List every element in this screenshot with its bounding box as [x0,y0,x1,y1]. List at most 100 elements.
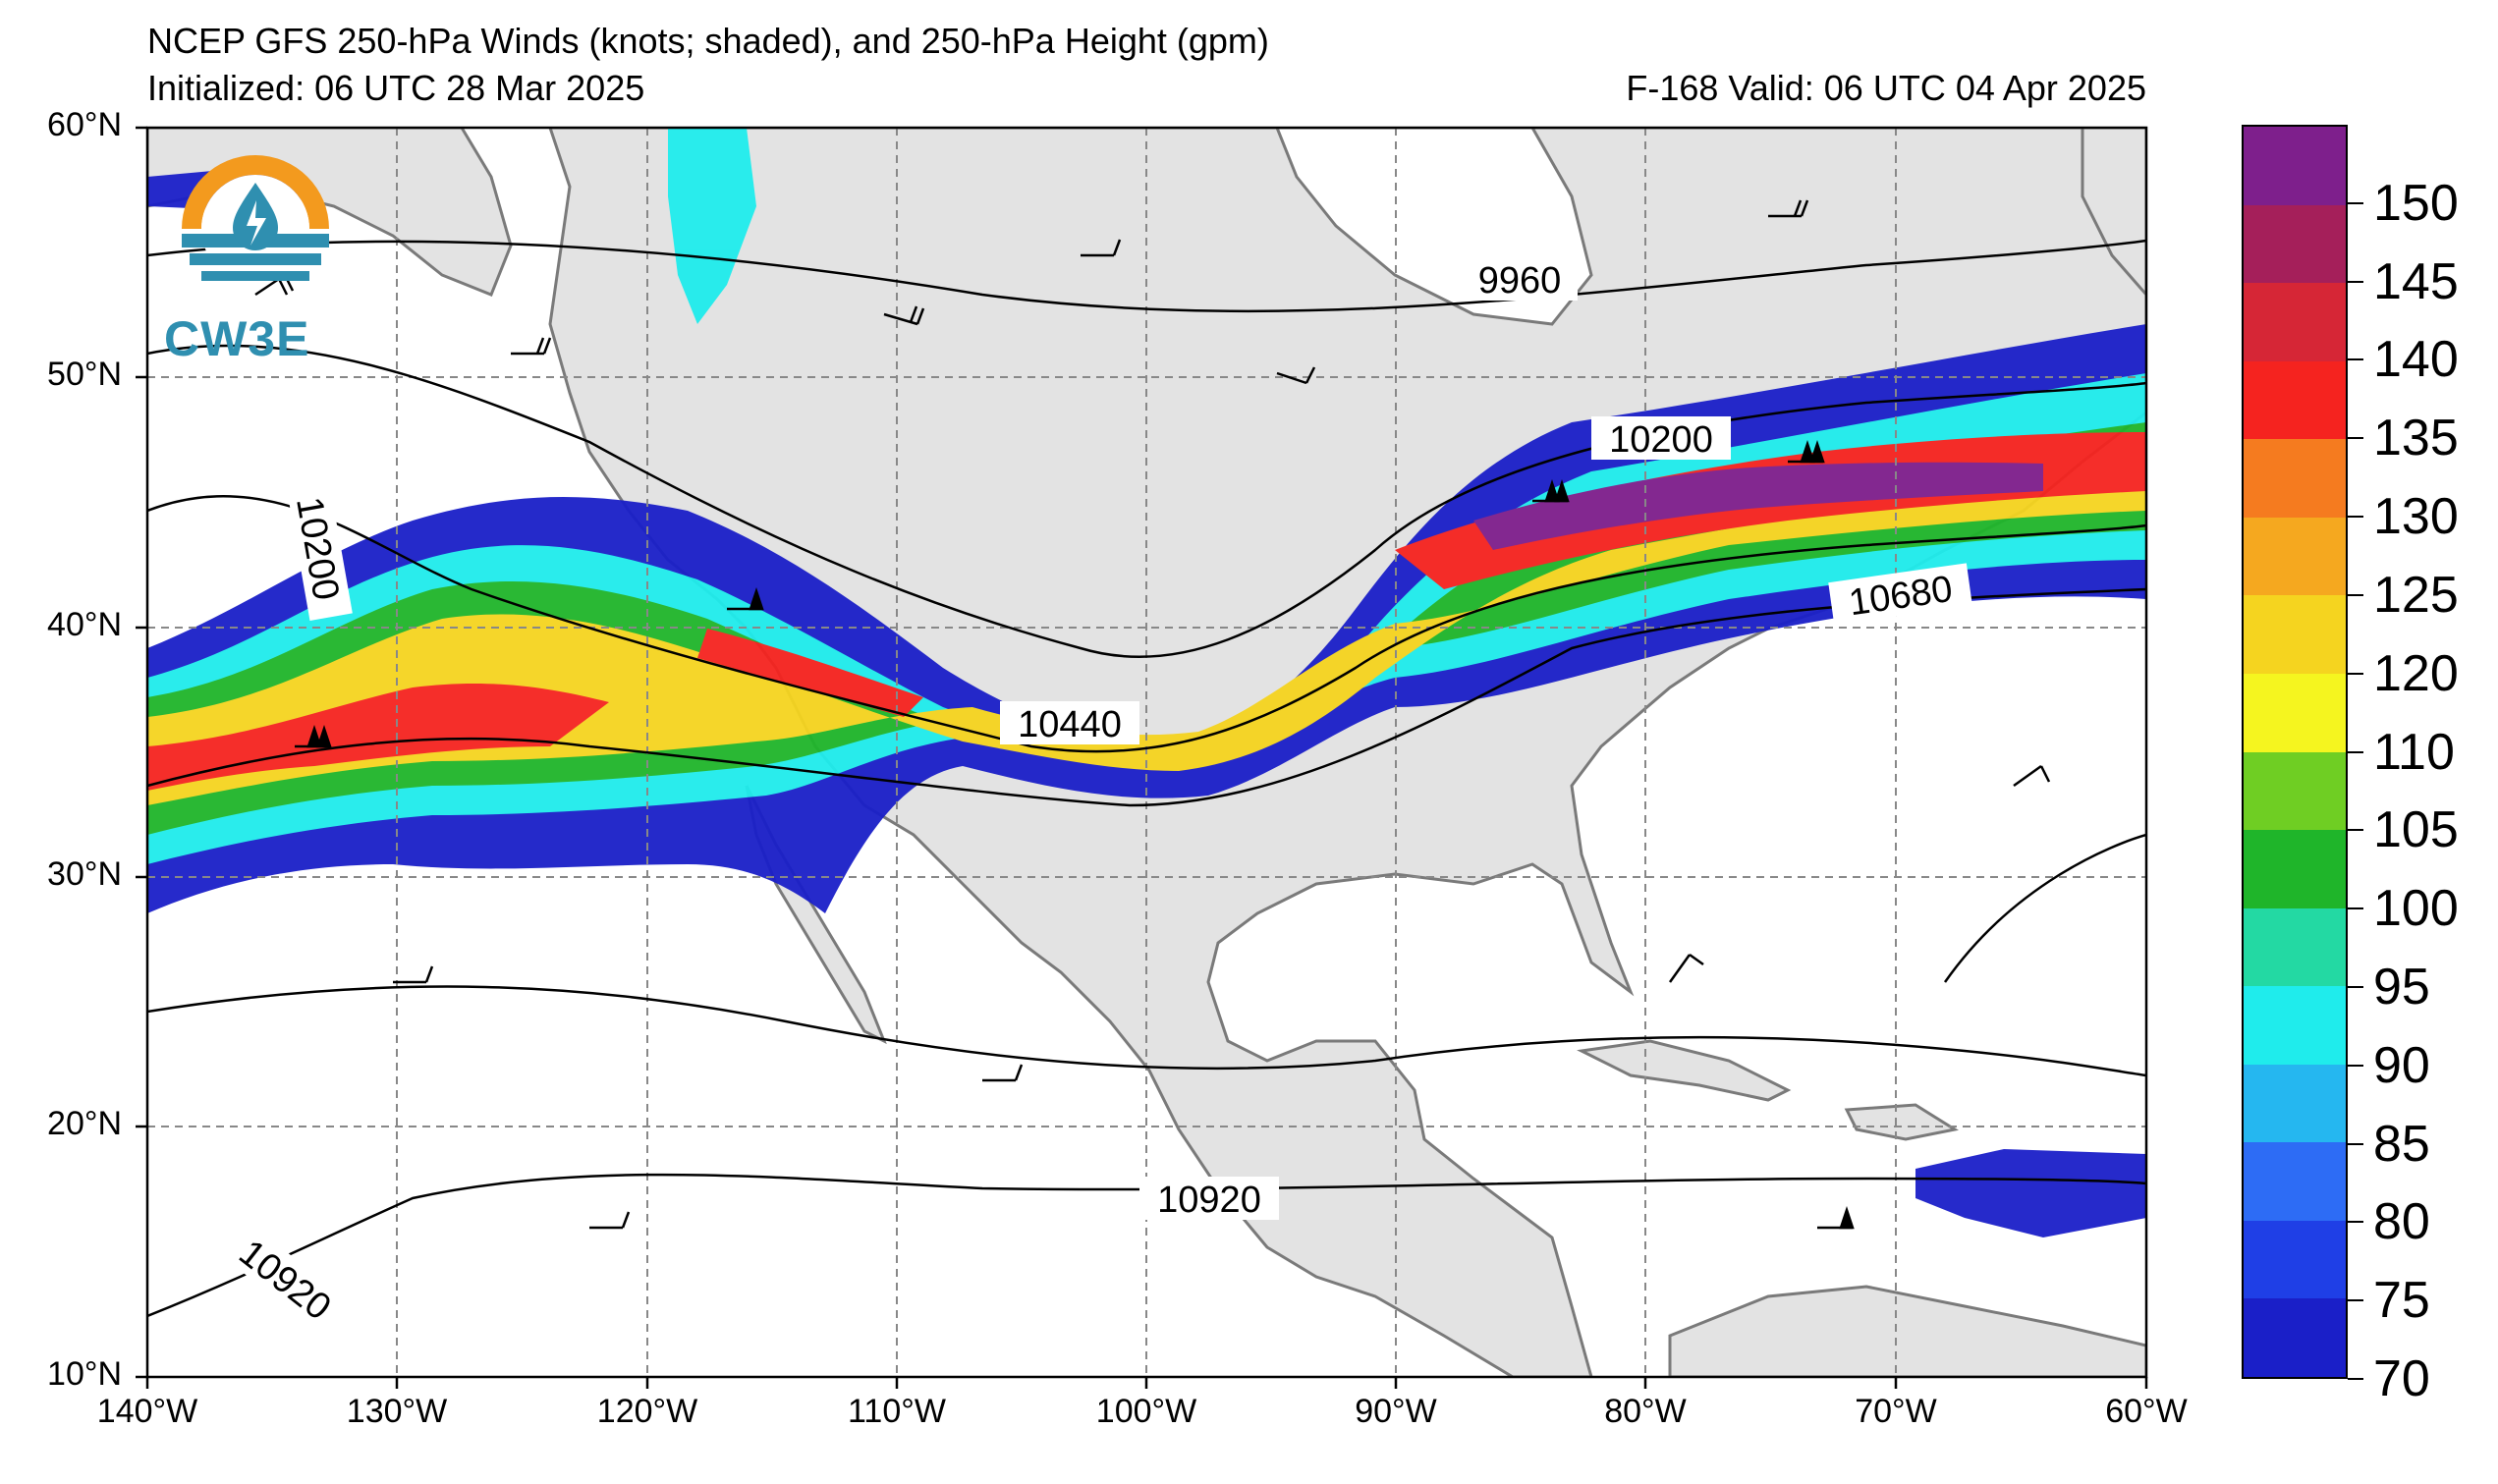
contour-label: 10920 [1139,1177,1279,1221]
colorbar-segment [2244,283,2346,361]
svg-text:10200: 10200 [1609,419,1713,461]
colorbar-segment [2244,1220,2346,1299]
colorbar-label: 110 [2373,723,2455,781]
colorbar-tick [2348,437,2363,440]
colorbar-label: 140 [2373,331,2459,389]
wind-barb [2013,764,2051,788]
colorbar-segment [2244,517,2346,596]
lat-label: 50°N [47,356,122,393]
colorbar-tick [2348,829,2363,832]
colorbar-tick [2348,516,2363,519]
colorbar-label: 145 [2373,252,2459,310]
lat-label: 40°N [47,606,122,643]
colorbar-label: 125 [2373,566,2459,624]
colorbar-segment [2244,204,2346,284]
wind-barb [883,305,925,326]
lat-label: 20°N [47,1105,122,1142]
colorbar-tick [2348,1064,2363,1067]
colorbar-label: 70 [2373,1350,2430,1407]
colorbar-tick [2348,1221,2363,1224]
svg-text:10440: 10440 [1018,704,1122,745]
colorbar-segment [2244,830,2346,908]
colorbar-label: 120 [2373,644,2459,702]
lat-label: 30°N [47,855,122,893]
lat-label: 10°N [47,1355,122,1393]
lon-label: 60°W [2105,1393,2188,1430]
wind-barb [1768,199,1809,218]
colorbar-segment [2244,907,2346,987]
contour-label: 10440 [1000,701,1139,745]
colorbar-tick [2348,593,2363,596]
contour-labels: 9960 10200 10200 10440 10680 10920 10920 [217,257,1972,1340]
colorbar-segment [2244,127,2346,205]
colorbar-segment [2244,439,2346,518]
lon-label: 120°W [596,1393,698,1430]
contour-label: 9960 [1462,257,1578,302]
cw3e-logo: CW3E [162,136,349,366]
lon-label: 90°W [1355,1393,1437,1430]
lon-label: 70°W [1855,1393,1937,1430]
colorbar-label: 85 [2373,1115,2430,1173]
contour-label: 10200 [1591,416,1731,461]
chart-title: NCEP GFS 250-hPa Winds (knots; shaded), … [147,21,1269,61]
colorbar-tick [2348,750,2363,753]
colorbar-tick [2348,280,2363,283]
colorbar-segment [2244,1298,2346,1377]
lon-label: 110°W [848,1393,946,1430]
height-contours [147,239,2146,1318]
colorbar-label: 90 [2373,1036,2430,1094]
colorbar-segment [2244,1064,2346,1143]
lon-label: 130°W [346,1393,448,1430]
greenland-land [2081,128,2146,298]
wind-barb-flag [1788,440,1825,464]
wind-barb [1276,366,1316,385]
colorbar-segment [2244,751,2346,831]
wind-barb [511,337,552,356]
colorbar-tick [2348,1378,2363,1380]
wind-barb [393,965,434,984]
colorbar-tick [2348,1142,2363,1145]
lon-label: 140°W [96,1393,198,1430]
svg-text:10920: 10920 [1157,1180,1261,1221]
colorbar-segment [2244,673,2346,752]
axis-ticks [136,126,2148,1389]
wind-barb-flag [727,587,764,611]
colorbar-label: 75 [2373,1272,2430,1330]
colorbar [2242,125,2348,1379]
colorbar-segment [2244,595,2346,674]
colorbar-label: 95 [2373,958,2430,1016]
wind-barb [982,1064,1024,1082]
lat-label: 60°N [47,106,122,143]
cuba-land [1577,1039,1792,1102]
colorbar-label: 80 [2373,1193,2430,1251]
colorbar-tick [2348,358,2363,361]
colorbar-segment [2244,986,2346,1065]
wind-barb-flag [1817,1206,1855,1230]
colorbar-tick [2348,907,2363,910]
colorbar-label: 130 [2373,488,2459,546]
colorbar-segment [2244,360,2346,440]
colorbar-tick [2348,672,2363,675]
lon-label: 100°W [1095,1393,1197,1430]
colorbar-label: 135 [2373,410,2459,467]
init-time-label: Initialized: 06 UTC 28 Mar 2025 [147,68,645,108]
wind-barb [589,1211,631,1230]
cw3e-logo-icon [182,155,329,283]
wind-barb-flag [295,725,332,748]
svg-text:9960: 9960 [1478,260,1562,302]
colorbar-label: 105 [2373,801,2459,859]
south-america-land [1668,1285,2146,1377]
colorbar-tick [2348,201,2363,204]
colorbar-tick [2348,1299,2363,1302]
wind-barb [1081,239,1122,257]
logo-text: CW3E [164,311,310,366]
wind-barb [1668,953,1704,983]
lat-lon-grid [147,128,2146,1377]
valid-time-label: F-168 Valid: 06 UTC 04 Apr 2025 [1626,68,2146,108]
colorbar-tick [2348,985,2363,988]
wind-barb-flag [1532,479,1570,503]
lon-label: 80°W [1604,1393,1687,1430]
colorbar-label: 150 [2373,174,2459,232]
wind-barbs [254,199,2051,1230]
